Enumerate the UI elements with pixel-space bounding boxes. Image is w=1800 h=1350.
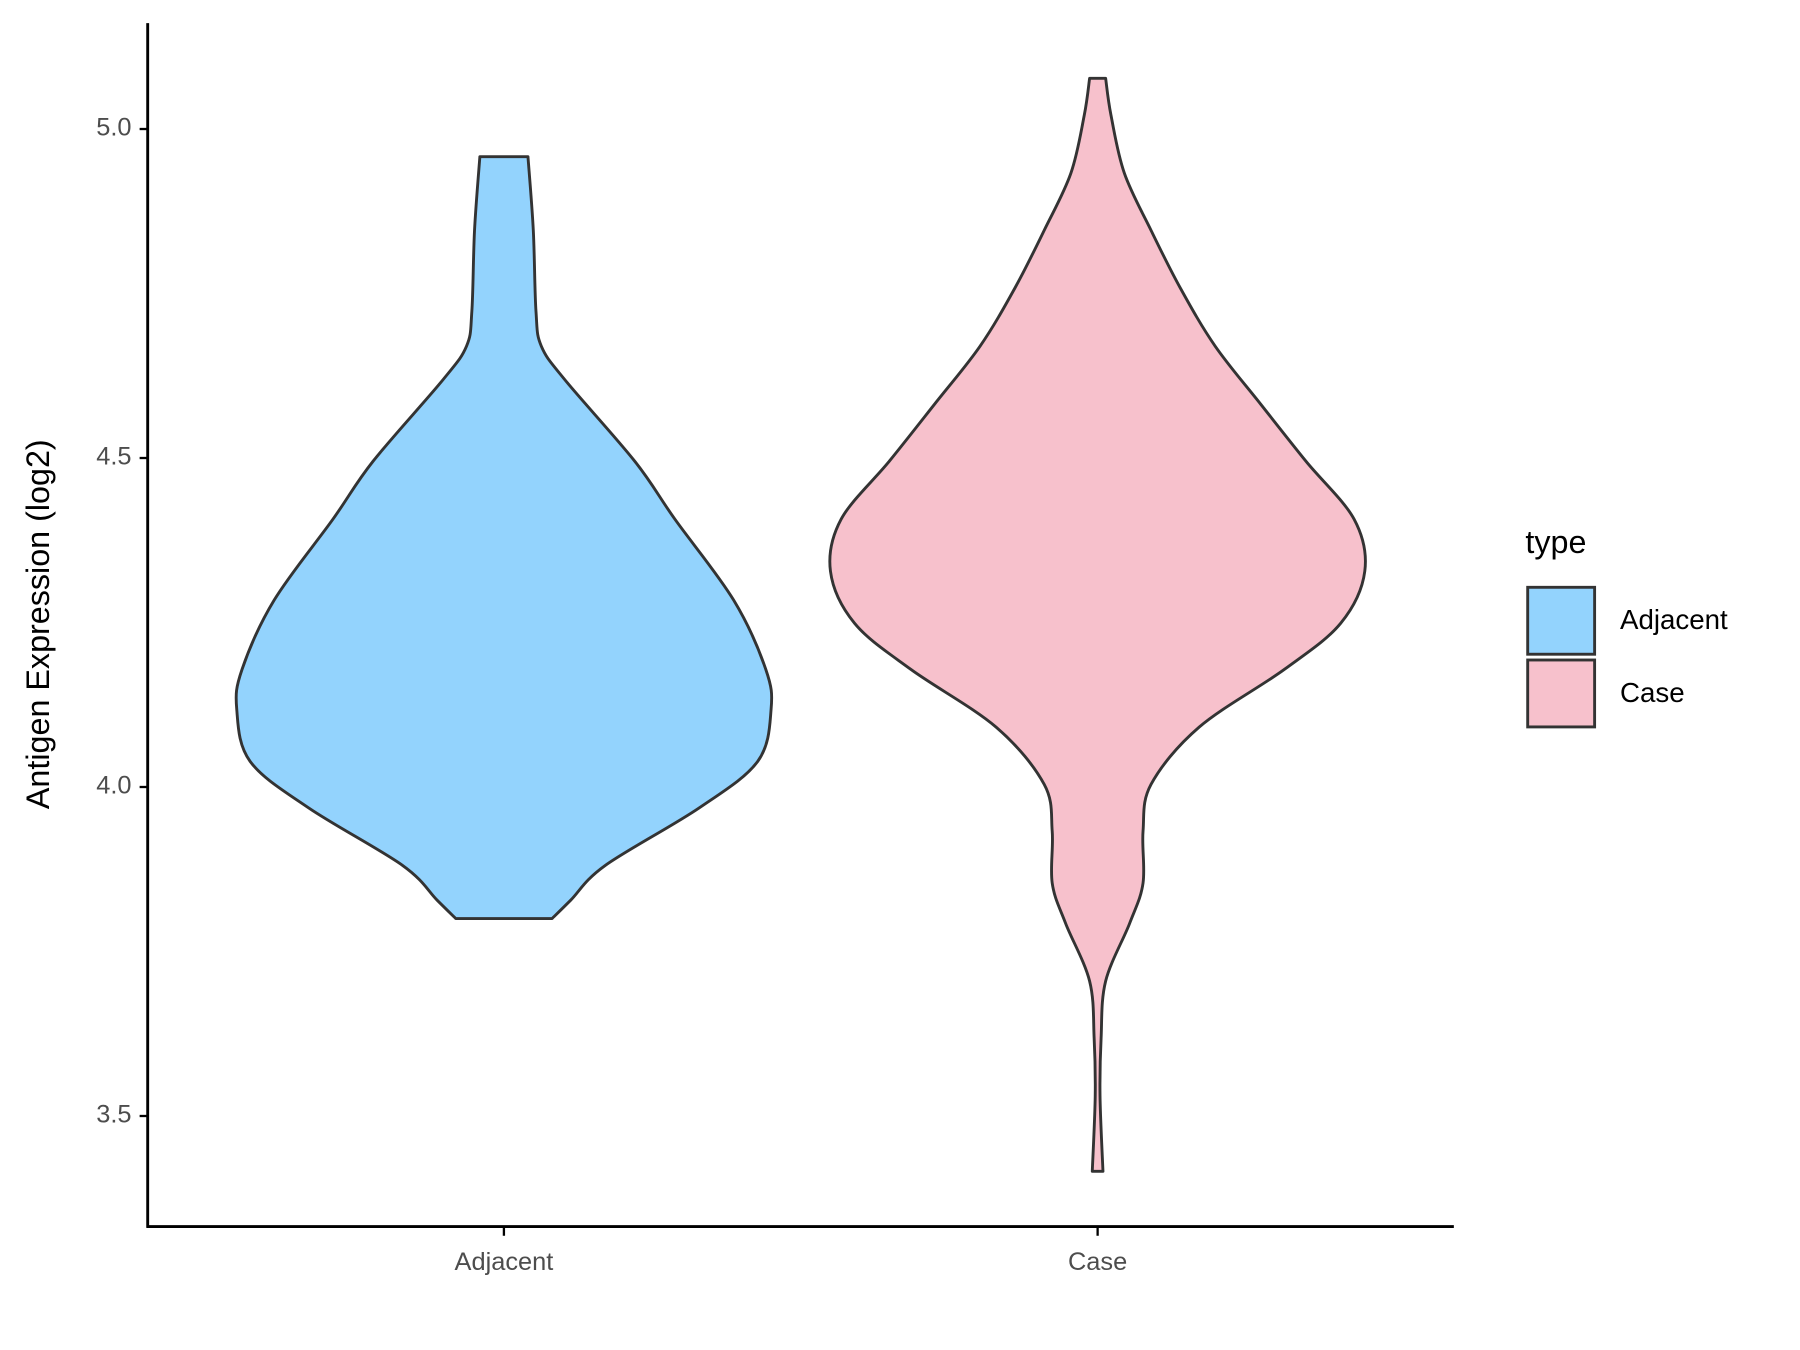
legend-key	[1526, 658, 1597, 729]
violin	[234, 155, 774, 921]
legend-label: Adjacent	[1620, 604, 1728, 635]
legend-label: Case	[1620, 677, 1685, 708]
y-tick-label: 4.0	[96, 772, 131, 800]
y-tick-label: 5.0	[96, 114, 131, 142]
y-tick-label: 4.5	[96, 443, 131, 471]
x-tick-label: Case	[1068, 1248, 1127, 1276]
violin	[828, 76, 1367, 1173]
y-tick-label: 3.5	[96, 1101, 131, 1129]
legend-key	[1526, 585, 1597, 656]
y-axis-title: Antigen Expression (log2)	[20, 439, 56, 809]
x-tick-label: Adjacent	[455, 1248, 554, 1276]
legend-title: type	[1525, 524, 1586, 560]
